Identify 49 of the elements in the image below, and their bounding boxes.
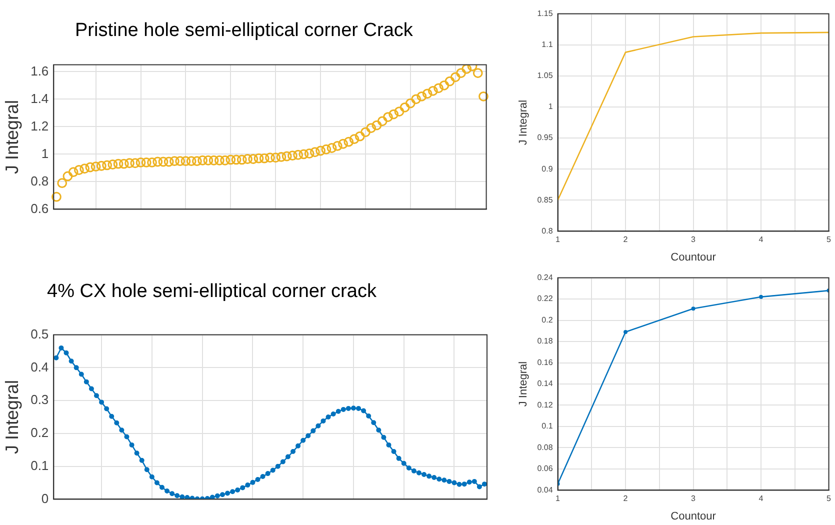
x-axis-title: Countour [670, 251, 716, 264]
y-tick-label: 0.8 [542, 226, 554, 236]
y-tick-label: 0.2 [30, 425, 49, 440]
y-tick-label: 0.06 [537, 464, 554, 474]
y-tick-label: 0.6 [30, 200, 49, 216]
x-tick-label: 2 [623, 235, 628, 244]
y-tick-label: 0.22 [537, 294, 554, 304]
x-tick-label: 5 [826, 494, 832, 504]
y-tick-label: 1.4 [30, 90, 49, 106]
y-tick-label: 0.04 [537, 485, 554, 494]
y-tick-label: 0.3 [30, 392, 49, 408]
y-tick-label: 1 [41, 146, 49, 161]
y-tick-label: 0.4 [30, 359, 49, 374]
x-tick-label: 2 [623, 494, 628, 504]
y-tick-label: 1.6 [30, 63, 49, 78]
y-axis-title: J Integral [518, 361, 530, 407]
y-tick-label: 1.2 [30, 118, 49, 134]
y-tick-label: 0 [41, 490, 49, 506]
y-tick-label: 0.12 [537, 400, 554, 410]
y-axis-title: J Integral [518, 100, 530, 146]
y-tick-label: 0.08 [537, 442, 554, 452]
x-tick-label: 1 [556, 235, 561, 244]
chart-title: 4% CX hole semi-elliptical corner crack [47, 281, 376, 303]
x-axis-title: Countour [670, 510, 716, 522]
y-tick-label: 0.85 [537, 195, 554, 204]
y-tick-label: 0.5 [30, 326, 49, 342]
y-tick-label: 0.24 [537, 273, 554, 282]
y-axis-title: J Integral [2, 100, 22, 174]
y-tick-label: 0.95 [537, 133, 554, 142]
y-tick-label: 0.14 [537, 379, 554, 388]
x-tick-label: 5 [826, 235, 832, 244]
y-tick-label: 0.8 [30, 173, 49, 188]
y-tick-label: 0.1 [542, 422, 554, 431]
y-tick-label: 0.16 [537, 358, 554, 367]
y-tick-label: 0.2 [542, 315, 554, 324]
y-tick-label: 0.18 [537, 336, 554, 346]
y-tick-label: 0.9 [542, 164, 554, 174]
x-tick-label: 1 [556, 494, 561, 504]
y-tick-label: 1.1 [542, 40, 554, 50]
y-tick-label: 1.15 [537, 9, 554, 18]
chart-title: Pristine hole semi-elliptical corner Crack [75, 20, 413, 42]
x-tick-label: 3 [691, 235, 696, 244]
y-axis-title: J Integral [2, 380, 22, 454]
x-tick-label: 3 [691, 494, 696, 504]
x-tick-label: 4 [758, 494, 764, 504]
x-tick-label: 4 [758, 235, 764, 244]
y-tick-label: 1.05 [537, 71, 554, 80]
y-tick-label: 0.1 [30, 458, 49, 473]
y-tick-label: 1 [548, 102, 554, 112]
